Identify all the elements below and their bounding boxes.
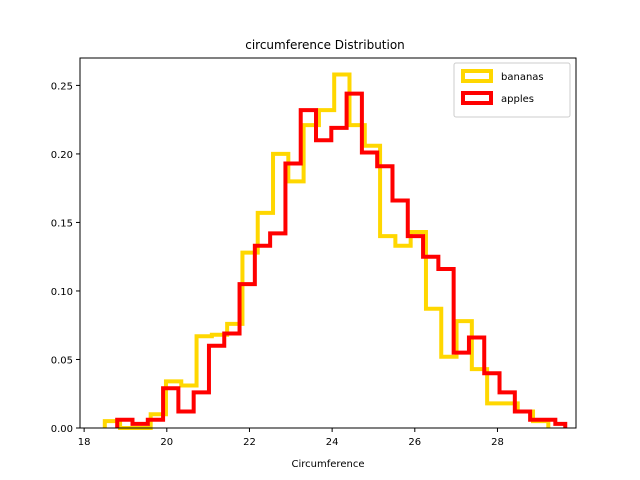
x-tick-label: 22 bbox=[243, 437, 256, 448]
x-tick-label: 26 bbox=[408, 437, 421, 448]
plot-area-frame bbox=[79, 57, 577, 429]
x-axis-label: Circumference bbox=[292, 459, 365, 470]
legend: bananas apples bbox=[453, 62, 571, 118]
plot-series bbox=[102, 72, 568, 430]
x-tick-label: 24 bbox=[326, 437, 339, 448]
y-tick-label: 0.05 bbox=[51, 355, 73, 366]
chart-title: circumference Distribution bbox=[245, 38, 405, 52]
series-outline-apples bbox=[115, 91, 568, 428]
x-tick-label: 28 bbox=[491, 437, 504, 448]
legend-swatch-apples bbox=[461, 91, 493, 105]
legend-swatch-bananas bbox=[461, 69, 493, 83]
series-outline-bananas bbox=[102, 72, 551, 430]
y-tick-label: 0.25 bbox=[51, 81, 73, 92]
legend-label-apples: apples bbox=[501, 94, 534, 105]
y-tick-label: 0.20 bbox=[51, 150, 73, 161]
x-tick-label: 20 bbox=[160, 437, 173, 448]
y-axis: 0.00 0.05 0.10 0.15 0.20 0.25 bbox=[51, 81, 80, 435]
y-tick-label: 0.00 bbox=[51, 424, 73, 435]
x-tick-label: 18 bbox=[78, 437, 91, 448]
legend-label-bananas: bananas bbox=[501, 72, 544, 83]
y-tick-label: 0.10 bbox=[51, 287, 73, 298]
x-axis: 18 20 22 24 26 28 bbox=[78, 428, 504, 448]
y-tick-label: 0.15 bbox=[51, 218, 73, 229]
